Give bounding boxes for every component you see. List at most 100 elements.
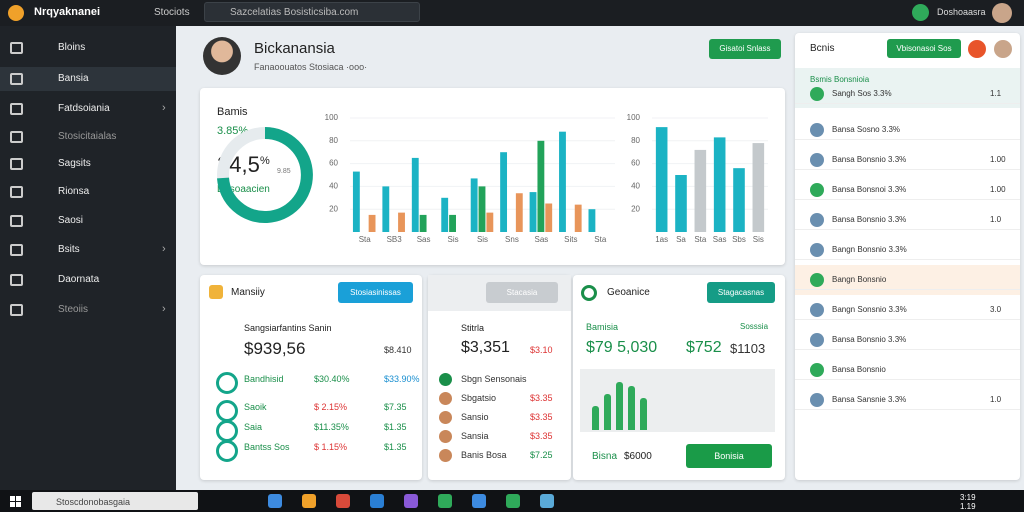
task-app[interactable] [472, 494, 486, 508]
nav-item[interactable]: Steoiis [58, 304, 89, 315]
nav-item[interactable]: Bsits [58, 244, 80, 255]
task-search[interactable] [32, 492, 198, 510]
mini-bar [628, 386, 635, 430]
profile-button[interactable]: Gisatoi Snlass [709, 39, 781, 59]
row-value: 1.1 [990, 89, 1002, 98]
row-divider [795, 259, 1020, 260]
row-divider [795, 169, 1020, 170]
card3-big: $79 5,030 [586, 339, 658, 356]
row-icon [439, 430, 452, 443]
panel-title: Bcnis [810, 43, 835, 54]
search-text: Sazcelatias Bosisticsiba.com [230, 7, 359, 18]
row-label[interactable]: Bansa Bonsnio [832, 365, 886, 374]
row-label: Saoik [244, 402, 267, 412]
task-app[interactable] [438, 494, 452, 508]
nav-item[interactable]: Sagsits [58, 158, 91, 169]
overview-title: Bamis [217, 106, 248, 118]
chevron: › [162, 102, 166, 114]
nav-item[interactable]: Bloins [58, 42, 86, 53]
card3-title: Geoanice [607, 287, 650, 298]
task-app[interactable] [268, 494, 282, 508]
search-box[interactable] [204, 2, 420, 22]
row-icon [439, 392, 452, 405]
topbar [0, 0, 1024, 26]
panel-button[interactable]: Vbisonasoi Sos [887, 39, 961, 58]
card1-big: $939,56 [244, 339, 306, 358]
nav-item[interactable]: Stosicitaialas [58, 131, 117, 142]
task-time: 3:19 1.19 [960, 493, 976, 511]
tab[interactable]: Stociots [154, 7, 190, 18]
row-avatar [810, 333, 824, 347]
app-name: Nrqyaknanei [34, 6, 101, 18]
profile-name: Bickanansia [254, 40, 335, 57]
card2-big: $3,351 [461, 339, 510, 356]
row-label[interactable]: Bansa Sansnie 3.3% [832, 395, 907, 404]
card2-button[interactable]: Stacasia [486, 282, 558, 303]
card3-foot-button[interactable]: Bonisia [686, 444, 772, 468]
row-divider [795, 103, 1020, 104]
row-icon [439, 449, 452, 462]
chevron: › [162, 243, 166, 255]
row-value: $1.35 [384, 442, 407, 452]
task-app[interactable] [540, 494, 554, 508]
row-label: Saia [244, 422, 263, 432]
nav-icon [10, 131, 23, 143]
task-app[interactable] [302, 494, 316, 508]
card3-extra: $1103 [730, 341, 766, 356]
task-app[interactable] [404, 494, 418, 508]
card3-foot-label: Bisna [592, 451, 618, 462]
row-label: Bandhisid [244, 374, 284, 384]
nav-item[interactable]: Bansia [58, 73, 89, 84]
row-value: $ 2.15% [314, 402, 348, 412]
avatar [203, 37, 241, 75]
row-avatar [810, 303, 824, 317]
row-label[interactable]: Bansa Sosno 3.3% [832, 125, 901, 134]
row-value: $3.35 [530, 393, 553, 403]
row-avatar [810, 183, 824, 197]
overview-value: 24,5 [217, 152, 260, 177]
row-label[interactable]: Bangn Bonsnio [832, 275, 887, 284]
user-photo[interactable] [992, 3, 1012, 23]
task-app[interactable] [336, 494, 350, 508]
row-label[interactable]: Bansa Bonsnoi 3.3% [832, 185, 907, 194]
task-app[interactable] [370, 494, 384, 508]
card3-icon [581, 285, 597, 301]
overview-change: 3.85% [217, 125, 249, 137]
row-label[interactable]: Bansa Bonsnio 3.3% [832, 155, 907, 164]
task-search-text: Stoscdonobasgaia [56, 497, 131, 507]
row-label[interactable]: Bangn Sonsnio 3.3% [832, 305, 907, 314]
row-label[interactable]: Bansa Bonsnio 3.3% [832, 335, 907, 344]
task-app[interactable] [506, 494, 520, 508]
user-avatar[interactable] [912, 4, 929, 21]
nav-icon [10, 73, 23, 85]
row-icon [439, 411, 452, 424]
nav-item[interactable]: Daornata [58, 274, 100, 285]
row-label[interactable]: Sangh Sos 3.3% [832, 89, 892, 98]
card3-foot-value: $6000 [624, 451, 652, 462]
mini-bar [640, 398, 647, 430]
nav-icon [10, 215, 23, 227]
row-icon [216, 440, 238, 462]
row-avatar [810, 273, 824, 287]
sidebar [0, 26, 176, 490]
profile-meta: Fanaoouatos Stosiaca ·ooo· [254, 62, 368, 72]
mini-bar [616, 382, 623, 430]
row-divider [795, 289, 1020, 290]
card3-button[interactable]: Stagacasnas [707, 282, 775, 303]
nav-item[interactable]: Saosi [58, 215, 84, 226]
nav-icon [10, 186, 23, 198]
row-label: Bantss Sos [244, 442, 290, 452]
row-label[interactable]: Bansa Bonsnio 3.3% [832, 215, 907, 224]
row-value: 1.0 [990, 395, 1002, 404]
nav-item[interactable]: Rionsa [58, 186, 90, 197]
row-value: $11.35% [314, 422, 349, 432]
row-icon [216, 372, 238, 394]
row-avatar [810, 123, 824, 137]
row-label[interactable]: Bangn Bonsnio 3.3% [832, 245, 907, 254]
row-label: Banis Bosa [461, 450, 507, 460]
card1-button[interactable]: Stosiasinissas [338, 282, 413, 303]
nav-item[interactable]: Fatdsoiania [58, 103, 110, 114]
nav-icon [10, 158, 23, 170]
row-icon [439, 373, 452, 386]
